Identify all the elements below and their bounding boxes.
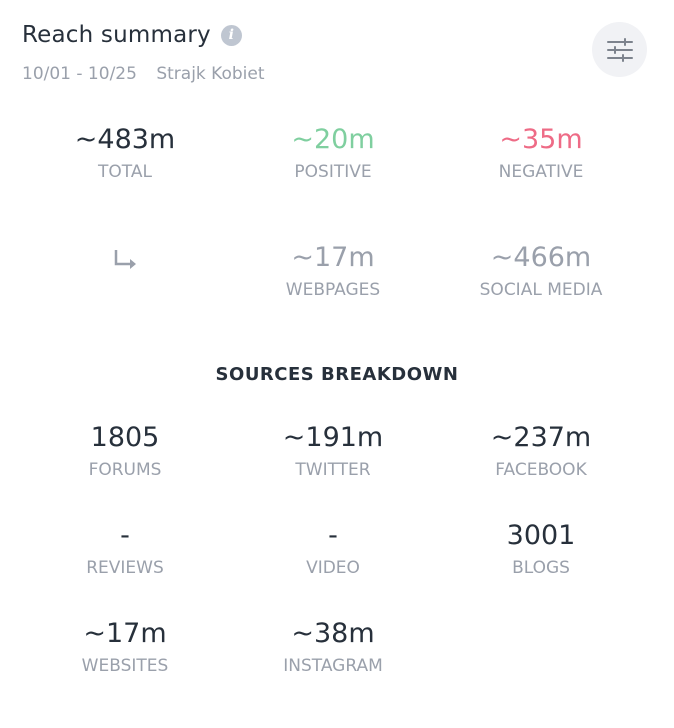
metric-label: TOTAL <box>98 162 152 182</box>
info-icon[interactable]: i <box>220 24 242 46</box>
source-video: - VIDEO <box>229 518 437 578</box>
metric-label: VIDEO <box>306 558 360 578</box>
source-twitter: ~191m TWITTER <box>229 420 437 480</box>
metric-label: INSTAGRAM <box>283 656 383 676</box>
source-facebook: ~237m FACEBOOK <box>437 420 645 480</box>
filter-settings-button[interactable] <box>592 22 647 77</box>
metric-value: - <box>120 520 130 551</box>
sliders-icon <box>606 37 633 62</box>
sources-row: 1805 FORUMS ~191m TWITTER ~237m FACEBOOK <box>21 420 645 480</box>
metric-label: BLOGS <box>512 558 570 578</box>
metric-label: SOCIAL MEDIA <box>479 280 603 300</box>
metric-label: FORUMS <box>88 460 162 480</box>
metric-value: - <box>328 520 338 551</box>
metric-webpages: ~17m WEBPAGES <box>229 240 437 300</box>
metric-value: 1805 <box>90 422 160 453</box>
metric-value: ~17m <box>291 242 375 273</box>
title-text: Reach summary <box>22 22 211 48</box>
metric-social-media: ~466m SOCIAL MEDIA <box>437 240 645 300</box>
sources-row: - REVIEWS - VIDEO 3001 BLOGS <box>21 518 645 578</box>
metric-negative: ~35m NEGATIVE <box>437 122 645 182</box>
metric-value: ~17m <box>83 618 167 649</box>
summary-row: ~483m TOTAL ~20m POSITIVE ~35m NEGATIVE <box>21 122 645 182</box>
metric-value: ~483m <box>74 124 176 155</box>
source-instagram: ~38m INSTAGRAM <box>229 616 437 676</box>
metric-total: ~483m TOTAL <box>21 122 229 182</box>
metric-label: REVIEWS <box>86 558 164 578</box>
metric-value: ~466m <box>490 242 592 273</box>
metric-value: ~35m <box>499 124 583 155</box>
metric-label: NEGATIVE <box>498 162 584 182</box>
source-blogs: 3001 BLOGS <box>437 518 645 578</box>
split-row: ~17m WEBPAGES ~466m SOCIAL MEDIA <box>21 240 645 300</box>
project-name: Strajk Kobiet <box>156 64 265 84</box>
metric-label: TWITTER <box>295 460 371 480</box>
sources-row: ~17m WEBSITES ~38m INSTAGRAM <box>21 616 645 676</box>
metric-value: 3001 <box>506 520 576 551</box>
metric-value: ~38m <box>291 618 375 649</box>
metric-label: FACEBOOK <box>495 460 587 480</box>
metric-value: ~191m <box>282 422 384 453</box>
source-forums: 1805 FORUMS <box>21 420 229 480</box>
metric-label: POSITIVE <box>294 162 372 182</box>
source-reviews: - REVIEWS <box>21 518 229 578</box>
metric-label: WEBPAGES <box>285 280 381 300</box>
sources-heading: SOURCES BREAKDOWN <box>215 364 459 385</box>
split-arrow <box>21 240 229 300</box>
arrow-turn-down-right-icon <box>114 250 136 269</box>
metric-positive: ~20m POSITIVE <box>229 122 437 182</box>
widget-title: Reach summary i <box>22 22 242 48</box>
metric-label: WEBSITES <box>81 656 169 676</box>
date-range: 10/01 - 10/25 <box>22 64 137 84</box>
subtitle: 10/01 - 10/25 Strajk Kobiet <box>22 64 279 84</box>
source-websites: ~17m WEBSITES <box>21 616 229 676</box>
metric-value: ~20m <box>291 124 375 155</box>
metric-value: ~237m <box>490 422 592 453</box>
